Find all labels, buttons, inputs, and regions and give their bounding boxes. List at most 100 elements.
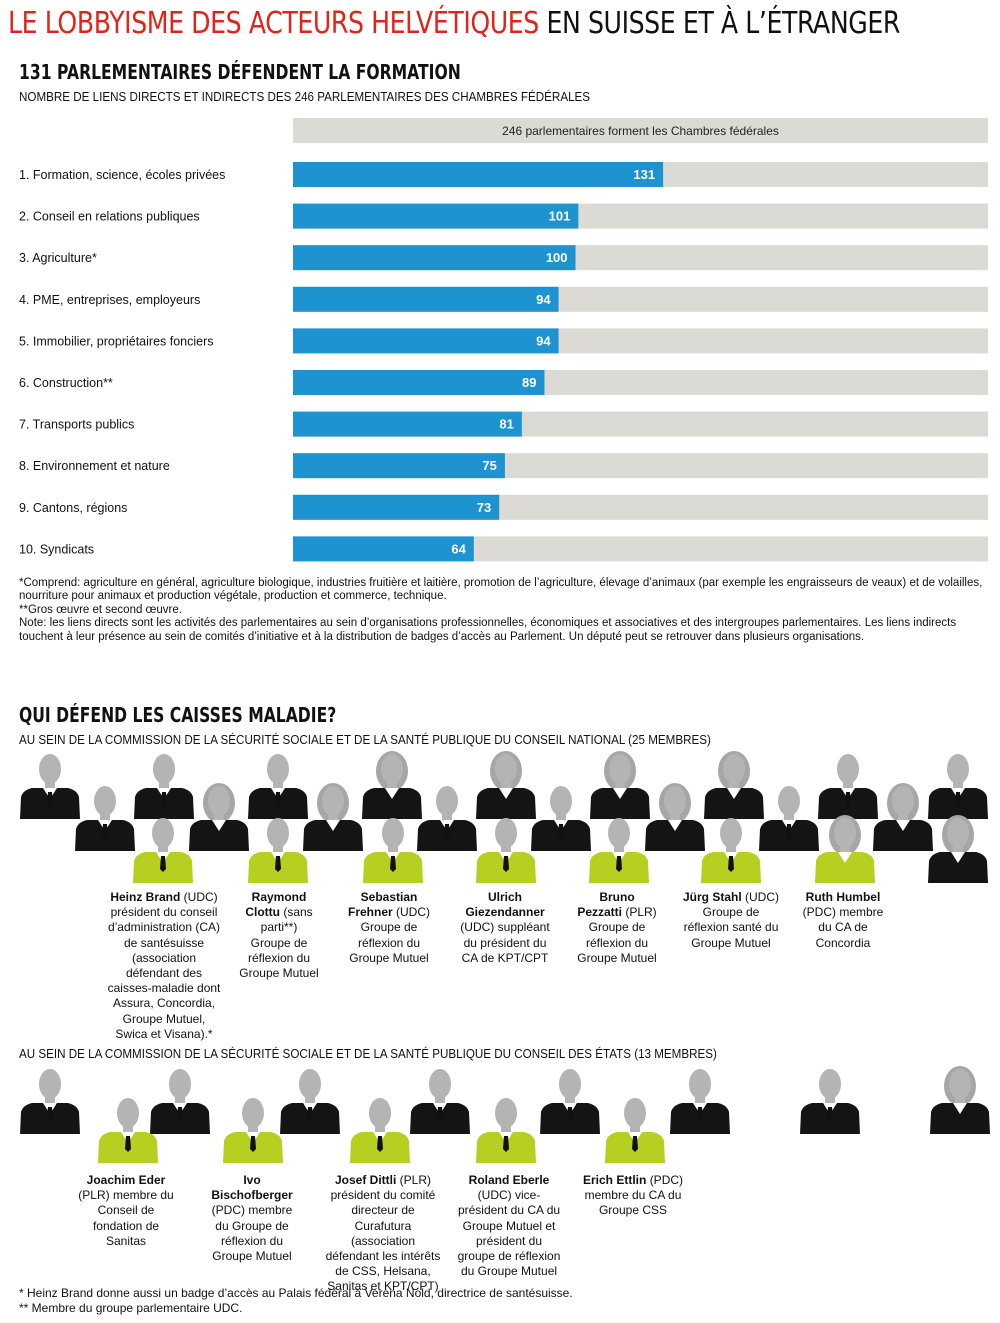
member-figure <box>800 1069 860 1134</box>
member-party: (UDC) <box>745 890 780 904</box>
member-party: (UDC) <box>396 905 431 920</box>
member-figure <box>20 754 80 819</box>
member-figure <box>930 1066 990 1134</box>
member-figure <box>410 1069 470 1134</box>
value-label: 100 <box>546 250 568 265</box>
member-role-line: et KPT/CPT) <box>370 1279 439 1294</box>
member-role-line: du président <box>463 935 530 950</box>
member-figure <box>134 754 194 819</box>
category-label: 4. PME, entreprises, employeurs <box>19 293 200 307</box>
member-role-line: de réflexion <box>585 920 646 950</box>
section1-subheading: NOMBRE DE LIENS DIRECTS ET INDIRECTS DES… <box>19 90 591 104</box>
member-caption: Bruno Pezzatti (PLR) Groupe de réflexion… <box>577 890 657 966</box>
member-role-line: Swica et Visana).* <box>115 1026 213 1041</box>
value-label: 101 <box>549 209 571 224</box>
total-bar-label: 246 parlementaires forment les Chambres … <box>502 124 779 138</box>
member-role-line: vice- <box>515 1188 541 1203</box>
member-name: Raymond Clottu <box>245 890 307 920</box>
member-role-line: Groupe <box>702 905 743 920</box>
category-label: 9. Cantons, régions <box>19 501 127 515</box>
category-label: 2. Conseil en relations publiques <box>19 210 200 224</box>
member-role-line: membre <box>584 1188 629 1203</box>
member-role-line: du Groupe CSS <box>598 1188 682 1218</box>
member-figure <box>670 1069 730 1134</box>
member-name: Sebastian Frehner <box>347 890 418 920</box>
member-role-line: président du comité <box>330 1188 436 1203</box>
member-party: (UDC) <box>460 920 495 935</box>
member-caption: Roland Eberle (UDC) vice- président du C… <box>456 1173 562 1279</box>
member-role-line: groupe de réflexion <box>457 1249 561 1264</box>
member-role-line: du Groupe Mutuel <box>462 1203 561 1233</box>
member-role-line: de Sanitas <box>105 1218 160 1248</box>
member-role-line: de réflexion <box>357 920 418 950</box>
member-figure <box>189 783 249 851</box>
value-label: 75 <box>482 458 496 473</box>
member-figure <box>476 751 536 819</box>
member-role-line: de KPT/CPT <box>481 950 549 965</box>
member-name: Bruno Pezzatti <box>577 890 635 920</box>
member-party: (PLR) <box>625 905 657 920</box>
note-method: Note: les liens directs sont les activit… <box>19 617 957 643</box>
highlighted-member-figure <box>223 1098 283 1163</box>
member-role-line: du CA <box>818 920 851 935</box>
note-construction: **Gros œuvre et second œuvre. <box>19 603 182 616</box>
title-black-part: EN SUISSE ET À L’ÉTRANGER <box>538 6 901 41</box>
member-role-line: d’administration (CA) <box>107 920 221 935</box>
bar-chart: 246 parlementaires forment les Chambres … <box>19 118 988 562</box>
member-role-line: directeur de Curafutura <box>351 1203 415 1233</box>
member-role-line: du Groupe <box>577 935 649 965</box>
member-figure <box>590 751 650 819</box>
highlighted-member-figure <box>248 818 308 883</box>
national-commission-label: AU SEIN DE LA COMMISSION DE LA SÉCURITÉ … <box>19 733 711 747</box>
member-figure <box>759 786 819 851</box>
member-role-line: (association défendant <box>125 950 197 981</box>
member-figure <box>645 783 705 851</box>
highlighted-member-figure <box>605 1098 665 1163</box>
member-role-line: de réflexion santé <box>683 905 762 935</box>
category-label: 3. Agriculture* <box>19 251 97 265</box>
member-party: (PDC) <box>211 1203 245 1218</box>
bar <box>293 286 559 312</box>
member-party: (UDC) <box>477 1188 512 1203</box>
category-label: 10. Syndicats <box>19 542 94 556</box>
member-role-line: du Groupe <box>215 1218 272 1233</box>
member-figure <box>280 1069 340 1134</box>
member-party: (PDC) <box>802 905 836 920</box>
category-label: 6. Construction** <box>19 376 113 390</box>
category-label: 7. Transports publics <box>19 418 134 432</box>
footnote-udc: ** Membre du groupe parlementaire UDC. <box>19 1301 243 1315</box>
member-party: (PLR) <box>399 1173 432 1187</box>
member-role-line: Helsana, Sanitas <box>327 1264 431 1294</box>
member-caption: Erich Ettlin (PDC) membre du CA du Group… <box>583 1173 683 1219</box>
member-role-line: (association défendant <box>325 1233 416 1264</box>
highlighted-member-figure <box>133 818 193 883</box>
member-name: Ivo Bischofberger <box>211 1173 293 1203</box>
highlighted-member-figure <box>98 1098 158 1163</box>
category-label: 5. Immobilier, propriétaires fonciers <box>19 334 214 348</box>
member-role-line: Groupe Mutuel, <box>122 1011 206 1026</box>
value-label: 64 <box>451 541 466 556</box>
member-caption: Jürg Stahl (UDC) Groupe de réflexion san… <box>681 890 781 951</box>
highlighted-member-figure <box>589 818 649 883</box>
value-label: 89 <box>522 375 536 390</box>
bar <box>293 453 505 479</box>
highlighted-member-figure <box>476 818 536 883</box>
member-role-line: Mutuel <box>282 966 319 981</box>
member-role-line: du Groupe Mutuel <box>691 920 779 950</box>
member-role-line: de Concordia <box>815 920 871 950</box>
member-figure <box>417 786 477 851</box>
member-role-line: président du conseil <box>110 905 218 920</box>
member-role-line: du CA <box>631 1188 665 1203</box>
value-label: 73 <box>477 500 491 515</box>
bar <box>293 203 579 229</box>
member-role-line: du Conseil <box>97 1188 174 1218</box>
bar <box>293 370 545 395</box>
member-name: Joachim Eder <box>86 1173 166 1187</box>
member-role-line: président du CA <box>457 1203 544 1218</box>
member-role-line: du Groupe Mutuel <box>460 1264 558 1279</box>
member-figure <box>531 786 591 851</box>
member-name: Ulrich Giezendanner <box>465 890 545 920</box>
member-party: (PDC) <box>649 1173 684 1187</box>
total-bar <box>293 118 988 143</box>
member-figure <box>362 751 422 819</box>
